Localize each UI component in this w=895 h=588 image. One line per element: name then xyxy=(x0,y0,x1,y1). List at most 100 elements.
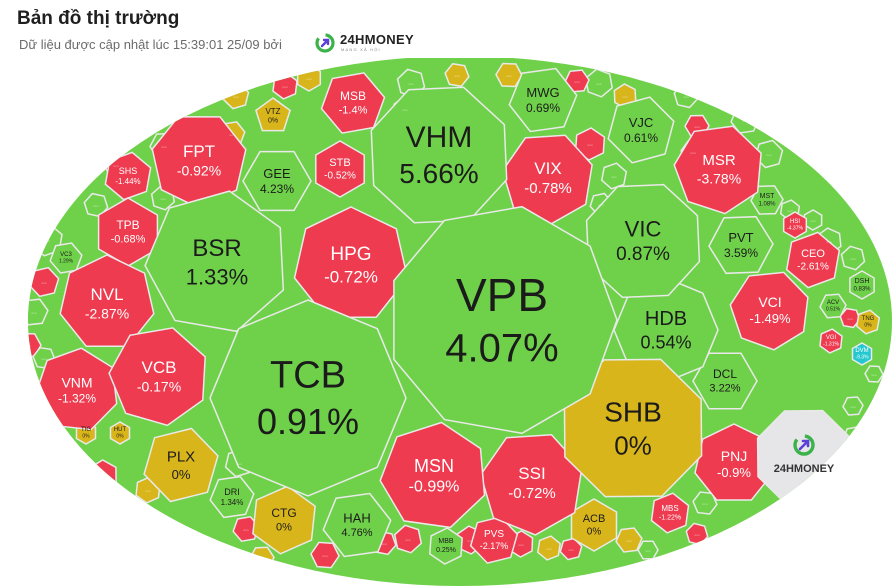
stock-cell-mbs[interactable] xyxy=(650,492,690,534)
stock-cell-hah[interactable] xyxy=(322,492,392,558)
stock-cell-hsi[interactable] xyxy=(782,211,808,239)
stock-change-fpt: -0.92% xyxy=(177,163,221,179)
more-stocks-label: ... xyxy=(847,315,853,322)
more-stocks-label: ... xyxy=(766,151,772,158)
stock-cell-pvs[interactable] xyxy=(469,516,519,564)
stock-cell-pvt[interactable] xyxy=(708,215,774,275)
market-heatmap: ........................................… xyxy=(15,58,892,586)
stock-cell-mwg[interactable] xyxy=(508,67,578,133)
more-stocks-label: ... xyxy=(41,279,47,286)
stock-cell-tng[interactable] xyxy=(855,309,881,335)
more-stocks-label: ... xyxy=(611,173,617,180)
stock-change-ceo: -2.61% xyxy=(797,261,829,272)
stock-cell-msb[interactable] xyxy=(320,72,386,134)
stock-cell-vhm[interactable] xyxy=(370,86,508,224)
more-stocks-label: ... xyxy=(742,117,748,124)
stock-cell-vc3[interactable] xyxy=(49,242,83,274)
stock-cell-mbb[interactable] xyxy=(429,527,463,565)
stock-cell-dvm[interactable] xyxy=(851,342,873,366)
stock-ticker-shs: SHS xyxy=(119,166,138,176)
stock-cell-vic[interactable] xyxy=(585,183,701,299)
stock-change-shs: -1.44% xyxy=(115,177,140,186)
stock-cell-stb[interactable] xyxy=(315,140,365,198)
more-stocks-tile[interactable] xyxy=(685,522,709,546)
more-stocks-tile[interactable] xyxy=(842,396,864,416)
stock-cell-nvl[interactable] xyxy=(59,254,155,347)
stock-ticker-msb: MSB xyxy=(340,89,366,103)
stock-change-pnj: -0.9% xyxy=(717,465,751,480)
stock-ticker-dvm: DVM xyxy=(855,348,868,354)
stock-cell-ctg[interactable] xyxy=(252,485,316,555)
stock-change-msr: -3.78% xyxy=(697,170,741,186)
more-stocks-label: ... xyxy=(826,238,832,245)
stock-ticker-msr: MSR xyxy=(702,152,736,169)
more-stocks-tile[interactable] xyxy=(20,298,49,326)
more-stocks-label: ... xyxy=(381,540,387,547)
stock-cell-msn[interactable] xyxy=(379,421,486,529)
stock-ticker-vic: VIC xyxy=(625,217,662,242)
more-stocks-tile[interactable] xyxy=(803,209,823,231)
more-stocks-tile[interactable] xyxy=(692,491,718,515)
stock-change-msb: -1.4% xyxy=(339,104,368,116)
stock-cell-ceo[interactable] xyxy=(785,231,841,289)
stock-change-pvs: -2.17% xyxy=(480,541,509,551)
stock-ticker-hdb: HDB xyxy=(645,308,687,330)
more-stocks-label: ... xyxy=(694,123,700,130)
stock-ticker-shb: SHB xyxy=(604,396,662,427)
stock-ticker-tig: TIG xyxy=(81,427,91,433)
stock-change-ssi: -0.72% xyxy=(508,485,556,502)
more-stocks-tile[interactable] xyxy=(600,162,628,190)
stock-cell-tcb[interactable] xyxy=(209,299,407,497)
more-stocks-tile[interactable] xyxy=(393,524,423,554)
more-stocks-tile[interactable] xyxy=(615,527,643,553)
stock-ticker-msn: MSN xyxy=(414,456,454,476)
stock-ticker-vnm: VNM xyxy=(61,375,92,391)
stock-cell-ssi[interactable] xyxy=(479,434,583,536)
more-stocks-tile[interactable] xyxy=(444,62,470,88)
stock-cell-bsr[interactable] xyxy=(144,190,285,333)
stock-ticker-ctg: CTG xyxy=(271,506,296,520)
brand-cell[interactable] xyxy=(756,409,852,505)
stock-ticker-acb: ACB xyxy=(583,513,606,525)
stock-cell-vgi[interactable] xyxy=(819,328,843,354)
stock-change-hdb: 0.54% xyxy=(640,332,691,352)
stock-cell-dsh[interactable] xyxy=(849,270,875,300)
stock-ticker-hah: HAH xyxy=(343,511,370,526)
more-stocks-tile[interactable] xyxy=(232,515,260,543)
more-stocks-tile[interactable] xyxy=(840,245,866,271)
stock-cell-hut[interactable] xyxy=(109,421,131,445)
stock-change-vhm: 5.66% xyxy=(399,158,478,189)
stock-ticker-tpb: TPB xyxy=(116,218,139,232)
stock-change-dri: 1.34% xyxy=(221,498,244,507)
brand-cell-label: 24HMONEY xyxy=(774,463,835,475)
stock-change-dsh: 0.83% xyxy=(853,286,871,292)
more-stocks-label: ... xyxy=(871,371,877,378)
stock-cell-msr[interactable] xyxy=(673,125,762,215)
more-stocks-tile[interactable] xyxy=(864,365,884,383)
more-stocks-tile[interactable] xyxy=(559,537,583,561)
stock-cell-vtz[interactable] xyxy=(255,97,291,132)
stock-cell-acv[interactable] xyxy=(819,293,847,319)
more-stocks-label: ... xyxy=(805,480,811,487)
more-stocks-tile[interactable] xyxy=(637,540,659,560)
more-stocks-tile[interactable] xyxy=(310,541,340,569)
more-stocks-tile[interactable] xyxy=(15,332,42,358)
stock-change-hsi: -4.37% xyxy=(787,226,803,232)
more-stocks-tile[interactable] xyxy=(754,139,784,169)
stock-cell-dri[interactable] xyxy=(209,475,255,519)
more-stocks-label: ... xyxy=(454,72,460,79)
stock-cell-vjc[interactable] xyxy=(607,96,675,164)
stock-cell-gee[interactable] xyxy=(242,150,312,212)
brand-logo[interactable]: 24HMONEY MẠNG XÃ HỘI xyxy=(312,31,432,55)
more-stocks-tile[interactable] xyxy=(83,192,109,218)
stock-change-mst: 1.08% xyxy=(758,201,776,207)
stock-change-tig: 0% xyxy=(82,434,90,440)
stock-cell-plx[interactable] xyxy=(143,427,219,503)
more-stocks-tile[interactable] xyxy=(495,62,523,88)
stock-change-acv: 0.51% xyxy=(826,307,841,313)
more-stocks-tile[interactable] xyxy=(536,535,562,561)
stock-cell-vpb[interactable] xyxy=(393,205,618,435)
stock-cell-vcb[interactable] xyxy=(108,327,206,427)
more-stocks-label: ... xyxy=(622,93,628,100)
stock-cell-vci[interactable] xyxy=(729,271,809,351)
